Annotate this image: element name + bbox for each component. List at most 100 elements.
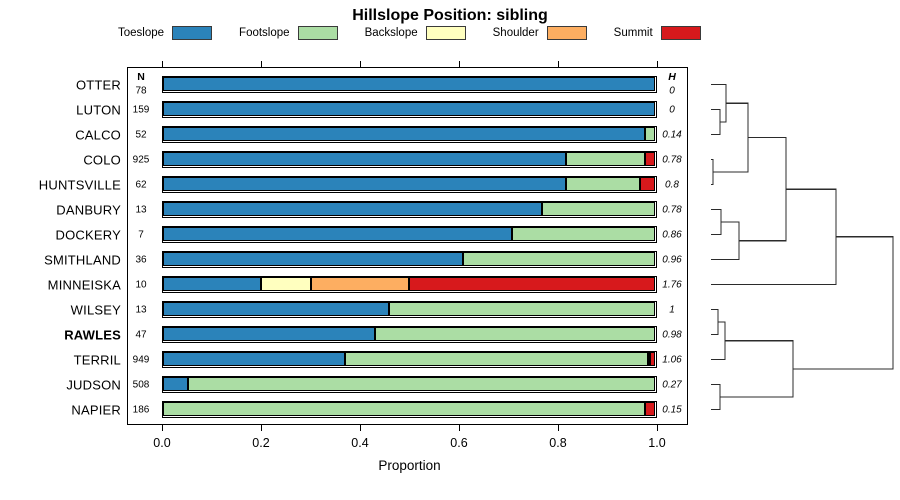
series-label-colo: COLO — [83, 152, 121, 167]
n-value: 925 — [132, 154, 150, 165]
bar-row-minneiska — [162, 276, 657, 293]
bar-segment-summit — [640, 177, 655, 191]
legend-swatch-shoulder — [546, 26, 587, 40]
bar-segment-toeslope — [163, 152, 567, 166]
series-label-judson: JUDSON — [66, 377, 121, 392]
h-value: 0.96 — [662, 254, 682, 265]
legend-label: Shoulder — [492, 27, 539, 39]
bar-segment-footslope — [566, 152, 646, 166]
bar-segment-toeslope — [163, 277, 262, 291]
bar-row-wilsey — [162, 301, 657, 318]
axis-tick-label: 0.4 — [351, 436, 369, 450]
axis-tick-label: 0.8 — [549, 436, 567, 450]
bar-segment-backslope — [647, 352, 651, 366]
h-value: 0.86 — [662, 229, 682, 240]
chart-title: Hillslope Position: sibling — [352, 7, 548, 24]
n-value: 62 — [135, 179, 147, 190]
legend-label: Backslope — [364, 27, 418, 39]
bar-row-huntsville — [162, 176, 657, 193]
bar-segment-backslope — [261, 277, 311, 291]
axis-tick-label: 0.2 — [252, 436, 270, 450]
n-value: 949 — [132, 354, 150, 365]
axis-tick-top — [558, 61, 559, 67]
legend-swatch-footslope — [297, 26, 338, 40]
bar-row-napier — [162, 401, 657, 418]
axis-tick-top — [360, 61, 361, 67]
n-value: 159 — [132, 104, 150, 115]
bar-row-calco — [162, 126, 657, 143]
bar-segment-footslope — [645, 127, 655, 141]
legend-item-shoulder: Shoulder — [493, 26, 587, 40]
bar-row-otter — [162, 76, 657, 93]
h-value: 0.14 — [662, 129, 682, 140]
axis-tick-bottom — [558, 425, 559, 431]
n-value: 508 — [132, 379, 150, 390]
axis-tick-bottom — [657, 425, 658, 431]
n-column-header: N — [137, 71, 145, 83]
n-value: 52 — [135, 129, 147, 140]
n-value: 36 — [135, 254, 147, 265]
legend-swatch-toeslope — [172, 26, 213, 40]
axis-tick-top — [162, 61, 163, 67]
series-label-napier: NAPIER — [71, 402, 121, 417]
bar-segment-summit — [645, 152, 655, 166]
series-label-terril: TERRIL — [73, 352, 121, 367]
h-value: 1.06 — [662, 354, 682, 365]
n-value: 13 — [135, 304, 147, 315]
bar-row-smithland — [162, 251, 657, 268]
axis-tick-top — [261, 61, 262, 67]
bar-segment-footslope — [541, 202, 655, 216]
axis-tick-bottom — [162, 425, 163, 431]
h-value: 0.98 — [662, 329, 682, 340]
axis-tick-bottom — [261, 425, 262, 431]
bar-segment-footslope — [187, 377, 655, 391]
axis-tick-top — [459, 61, 460, 67]
bar-segment-footslope — [163, 402, 646, 416]
bar-row-danbury — [162, 201, 657, 218]
bar-row-luton — [162, 101, 657, 118]
bar-segment-footslope — [389, 302, 655, 316]
axis-tick-bottom — [360, 425, 361, 431]
h-value: 0.78 — [662, 204, 682, 215]
bar-segment-toeslope — [163, 77, 655, 91]
bar-segment-toeslope — [163, 177, 567, 191]
axis-tick-top — [657, 61, 658, 67]
bar-row-terril — [162, 351, 657, 368]
bar-segment-footslope — [566, 177, 641, 191]
bar-segment-footslope — [512, 227, 655, 241]
n-value: 10 — [135, 279, 147, 290]
bar-row-colo — [162, 151, 657, 168]
n-value: 186 — [132, 404, 150, 415]
n-value: 47 — [135, 329, 147, 340]
bar-segment-toeslope — [163, 127, 646, 141]
legend-swatch-backslope — [425, 26, 466, 40]
legend: Toeslope Footslope Backslope Shoulder Summit — [118, 26, 701, 40]
bar-segment-toeslope — [163, 302, 390, 316]
n-value: 13 — [135, 204, 147, 215]
n-value: 7 — [138, 229, 144, 240]
h-column-header: H — [668, 71, 676, 83]
bar-segment-toeslope — [163, 327, 375, 341]
series-label-huntsville: HUNTSVILLE — [38, 177, 121, 192]
x-axis-title: Proportion — [378, 458, 441, 473]
bar-row-dockery — [162, 226, 657, 243]
series-label-dockery: DOCKERY — [55, 227, 121, 242]
bar-segment-toeslope — [163, 252, 464, 266]
legend-label: Toeslope — [118, 27, 165, 39]
legend-item-backslope: Backslope — [365, 26, 466, 40]
legend-item-footslope: Footslope — [239, 26, 338, 40]
series-label-smithland: SMITHLAND — [44, 252, 121, 267]
bar-segment-toeslope — [163, 227, 513, 241]
series-label-minneiska: MINNEISKA — [47, 277, 121, 292]
bar-segment-footslope — [374, 327, 655, 341]
bar-segment-footslope — [463, 252, 655, 266]
bar-segment-toeslope — [163, 352, 346, 366]
series-label-luton: LUTON — [76, 102, 121, 117]
axis-tick-bottom — [459, 425, 460, 431]
h-value: 0.27 — [662, 379, 682, 390]
n-value: 78 — [135, 85, 147, 96]
axis-tick-label: 1.0 — [648, 436, 666, 450]
h-value: 0.78 — [662, 154, 682, 165]
h-value: 1 — [669, 304, 675, 315]
